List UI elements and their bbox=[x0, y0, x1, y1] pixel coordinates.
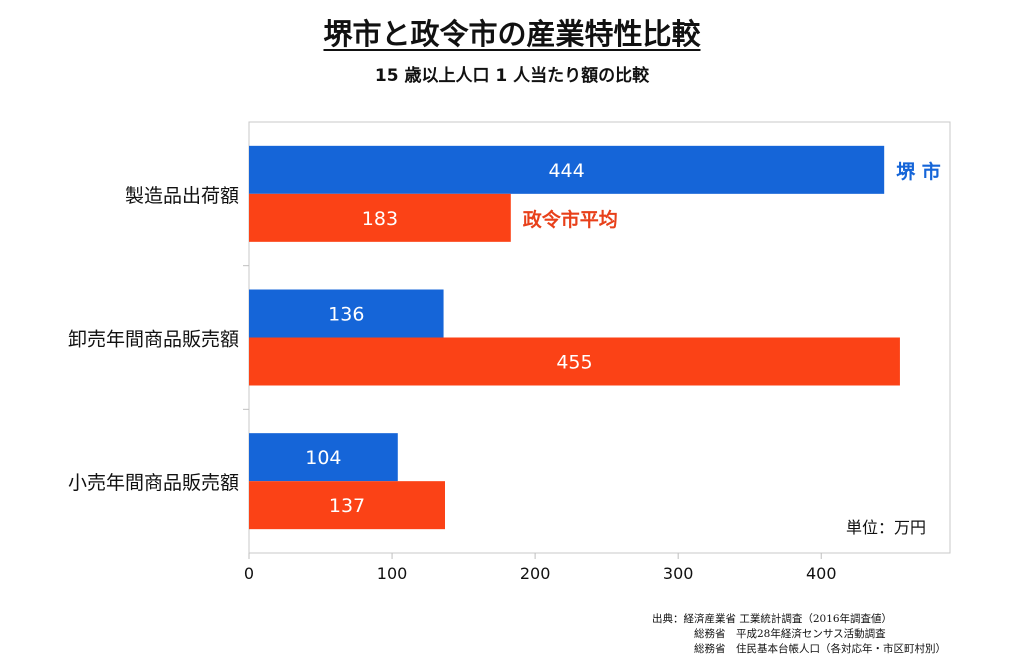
chart-title-text: 堺市と政令市の産業特性比較 bbox=[323, 17, 701, 51]
category-label: 卸売年間商品販売額 bbox=[68, 329, 239, 351]
bar-seirei bbox=[249, 337, 900, 386]
bar-value-label: 444 bbox=[548, 160, 584, 182]
chart-subtitle: 15 歳以上人口 1 人当たり額の比較 bbox=[374, 66, 650, 86]
category-label: 小売年間商品販売額 bbox=[68, 472, 239, 494]
source-note: 出典：経済産業省 工業統計調査（2016年調査値） 総務省 平成28年経済センサ… bbox=[652, 612, 1012, 657]
bar-seirei bbox=[249, 193, 511, 242]
series-label: 政令市平均 bbox=[523, 208, 618, 231]
x-tick-label: 300 bbox=[663, 564, 694, 583]
source-line-3: 総務省 住民基本台帳人口（各対応年・市区町村別） bbox=[694, 643, 946, 655]
chart-title: 堺市と政令市の産業特性比較 bbox=[0, 14, 1024, 54]
bar-value-label: 136 bbox=[328, 304, 364, 326]
bar-seirei bbox=[249, 481, 445, 530]
source-line-2: 総務省 平成28年経済センサス活動調査 bbox=[694, 628, 886, 640]
bar-value-label: 104 bbox=[305, 447, 341, 469]
bar-value-label: 137 bbox=[329, 495, 365, 517]
bar-sakai bbox=[249, 145, 885, 194]
x-tick-label: 400 bbox=[806, 564, 837, 583]
series-label: 堺 市 bbox=[896, 160, 941, 183]
bar-value-label: 183 bbox=[362, 208, 398, 230]
bar-sakai bbox=[249, 289, 444, 338]
bar-sakai bbox=[249, 433, 398, 482]
category-label: 製造品出荷額 bbox=[125, 185, 239, 207]
unit-note: 単位：万円 bbox=[846, 518, 926, 537]
x-tick-label: 0 bbox=[244, 564, 254, 583]
x-tick-label: 200 bbox=[520, 564, 551, 583]
source-line-1: 出典：経済産業省 工業統計調査（2016年調査値） bbox=[652, 613, 893, 625]
x-tick-label: 100 bbox=[377, 564, 408, 583]
bar-value-label: 455 bbox=[556, 352, 592, 374]
